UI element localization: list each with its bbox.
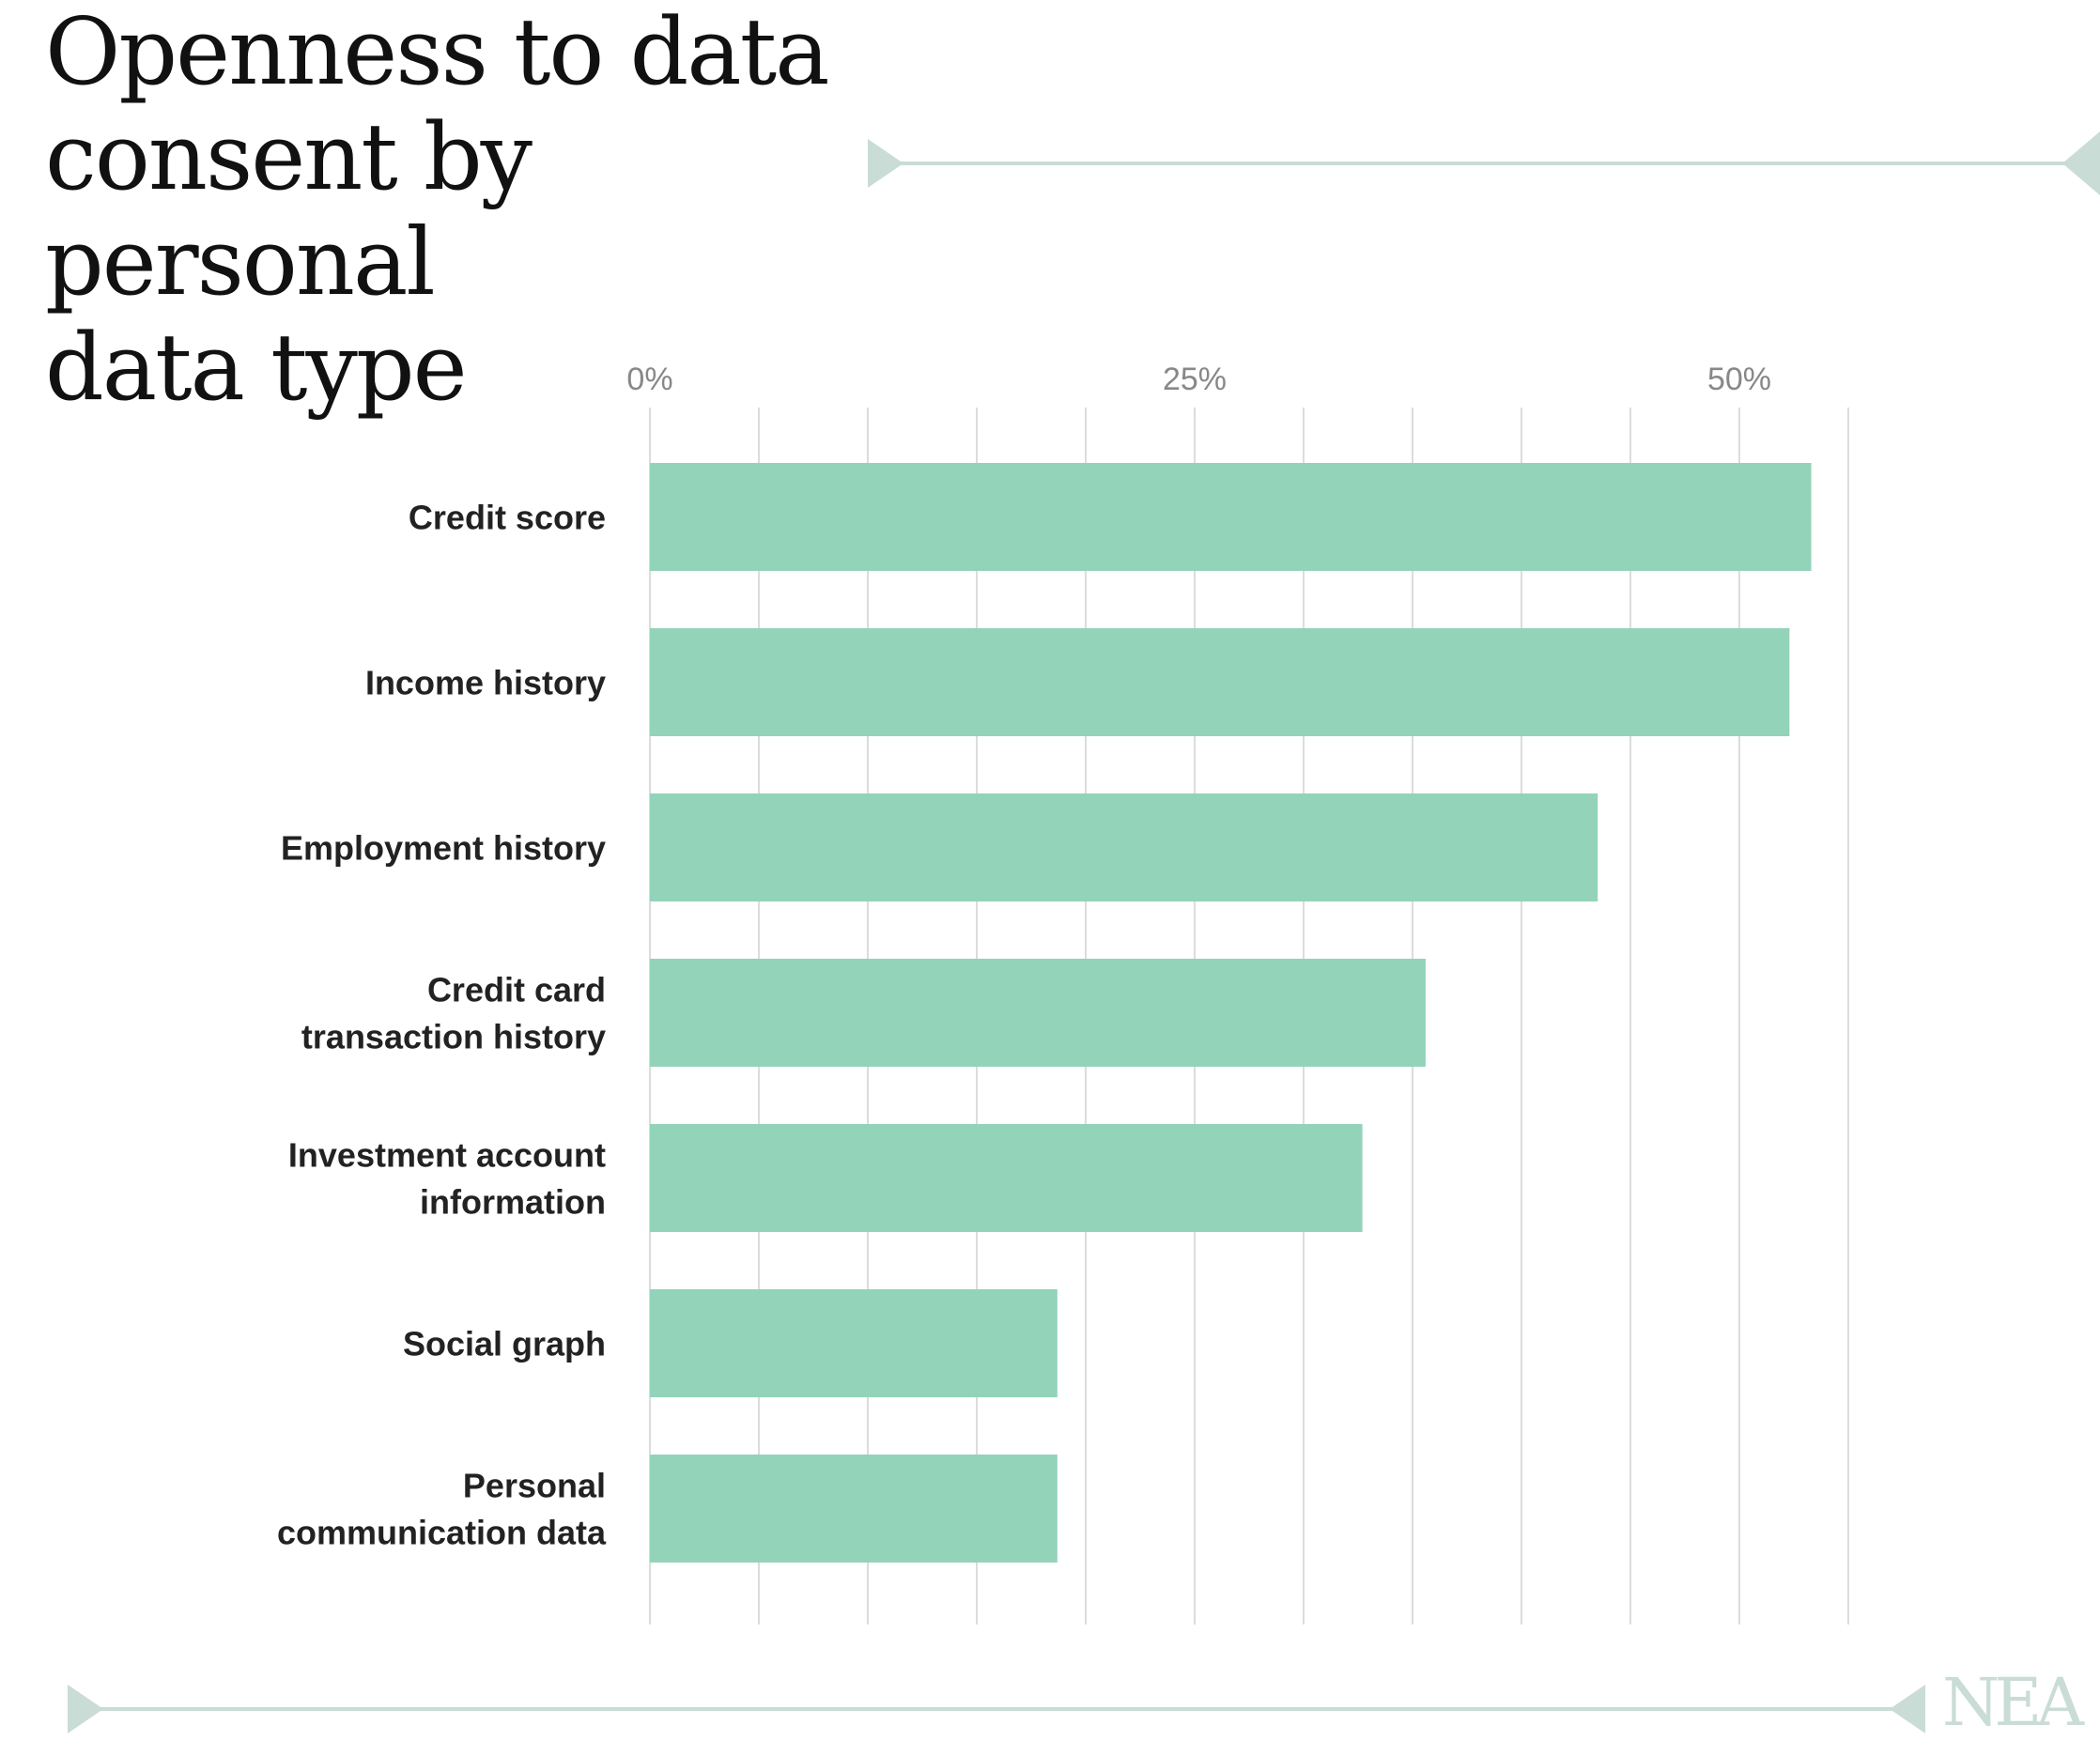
bar [650, 628, 1790, 736]
category-label: information [420, 1183, 606, 1222]
category-label: Employment history [281, 829, 606, 868]
x-tick-label: 25% [1163, 362, 1227, 397]
title-line: data type [45, 315, 468, 422]
x-tick-label: 50% [1707, 362, 1771, 397]
category-label: Income history [365, 664, 606, 702]
x-tick-label: 0% [626, 362, 672, 397]
bars-layer [650, 463, 1812, 1563]
bar [650, 463, 1812, 571]
category-label: Credit card [427, 971, 606, 1009]
bottom-rule-right-cap [1890, 1685, 1925, 1733]
bottom-rule-left-cap [68, 1685, 103, 1733]
category-labels: Credit score Income history Employment his… [277, 499, 607, 1552]
category-label: Social graph [403, 1325, 606, 1363]
title-line: consent by personal [45, 104, 533, 316]
bar [650, 959, 1426, 1067]
category-label: Investment account [288, 1136, 606, 1175]
bar [650, 1289, 1058, 1397]
top-rule-right-cap [2062, 131, 2100, 195]
top-rule-left-cap [868, 139, 903, 188]
logo-text: NEA [1942, 1667, 2085, 1732]
nea-logo: NEA [1942, 1667, 2091, 1732]
category-label: transaction history [301, 1018, 606, 1056]
chart-title: Openness to data consent by personal dat… [45, 0, 890, 421]
bar [650, 793, 1598, 901]
category-label: communication data [277, 1514, 607, 1552]
bar [650, 1124, 1363, 1232]
x-axis-ticks: 0% 25% 50% [626, 362, 1771, 397]
bar [650, 1455, 1058, 1563]
title-line: Openness to data [45, 0, 830, 106]
category-label: Credit score [409, 499, 606, 537]
category-label: Personal [463, 1467, 606, 1505]
